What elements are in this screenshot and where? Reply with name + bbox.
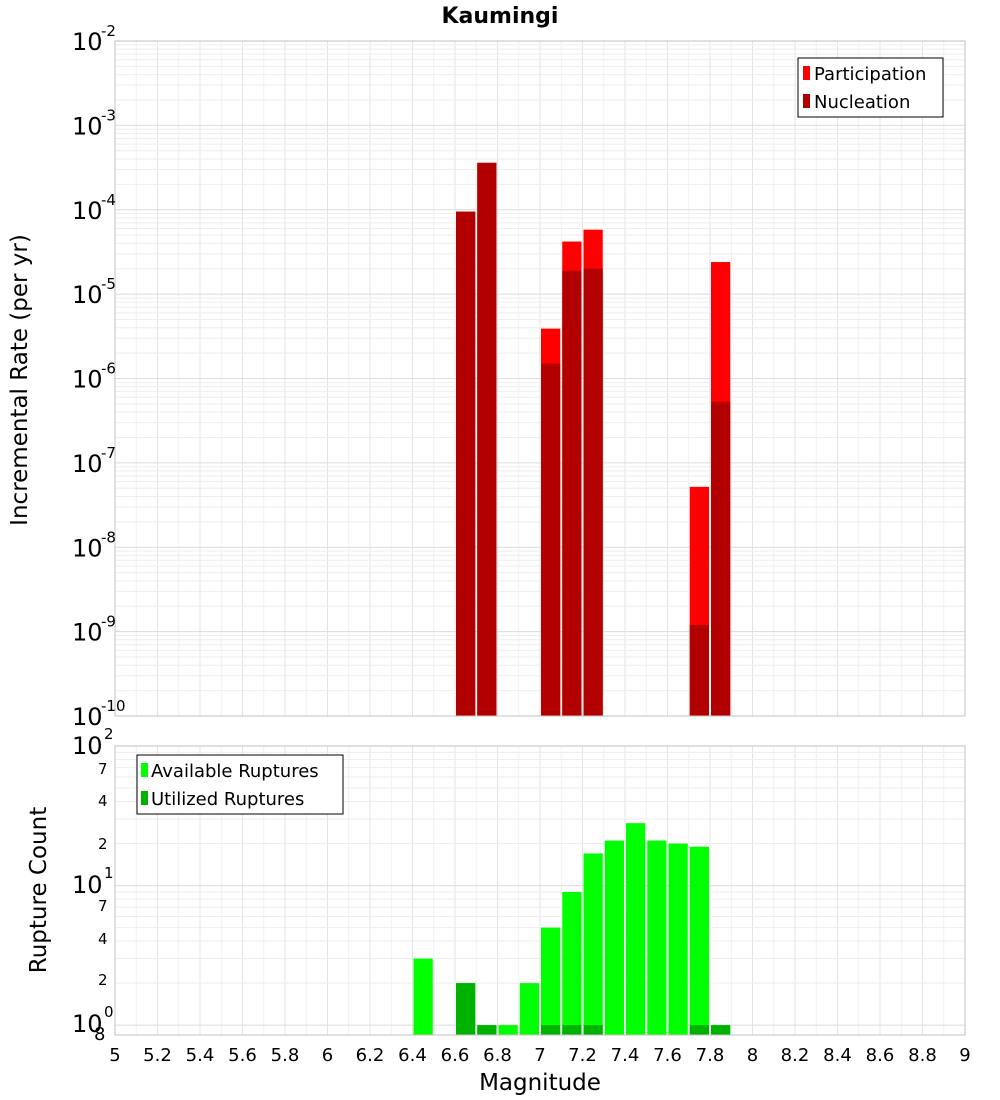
magnitude-tick-label: 5.4 bbox=[186, 1045, 215, 1066]
available-ruptures-bar bbox=[668, 843, 688, 1035]
legend-swatch bbox=[141, 791, 148, 805]
magnitude-tick-label: 6.8 bbox=[483, 1045, 512, 1066]
available-ruptures-bar bbox=[562, 891, 582, 1035]
available-ruptures-bar bbox=[541, 927, 561, 1035]
magnitude-tick-label: 8.4 bbox=[823, 1045, 852, 1066]
rate-tick-label: 10 bbox=[72, 28, 103, 56]
count-tick-label: 10 bbox=[72, 1010, 103, 1038]
utilized-ruptures-bar bbox=[562, 1025, 582, 1035]
nucleation-bar bbox=[583, 268, 603, 716]
count-tick-label: 7 bbox=[98, 760, 108, 778]
rate-tick-exponent: -9 bbox=[101, 613, 116, 631]
magnitude-tick-label: 6.6 bbox=[441, 1045, 470, 1066]
legend-swatch bbox=[803, 94, 810, 108]
legend-label: Utilized Ruptures bbox=[151, 789, 304, 810]
magnitude-tick-label: 7.4 bbox=[611, 1045, 640, 1066]
count-legend: Available Ruptures Utilized Ruptures bbox=[136, 754, 344, 815]
magnitude-tick-label: 6.2 bbox=[356, 1045, 385, 1066]
legend-label: Nucleation bbox=[814, 92, 910, 113]
count-tick-label: 10 bbox=[72, 871, 103, 899]
nucleation-bar bbox=[456, 211, 476, 716]
rate-tick-label: 10 bbox=[72, 366, 103, 394]
rate-tick-label: 10 bbox=[72, 281, 103, 309]
magnitude-tick-label: 6.4 bbox=[398, 1045, 427, 1066]
legend-swatch bbox=[803, 66, 810, 80]
utilized-ruptures-bar bbox=[583, 1025, 603, 1035]
utilized-ruptures-bar bbox=[541, 1025, 561, 1035]
count-tick-label: 8 bbox=[94, 1024, 105, 1045]
rate-legend: Participation Nucleation bbox=[797, 57, 944, 118]
magnitude-tick-label: 7.6 bbox=[653, 1045, 682, 1066]
rate-tick-label: 10 bbox=[72, 112, 103, 140]
magnitude-tick-label: 7.8 bbox=[696, 1045, 725, 1066]
available-ruptures-bar bbox=[413, 958, 433, 1035]
count-tick-label: 2 bbox=[98, 971, 108, 989]
rate-legend-box bbox=[797, 57, 944, 118]
legend-label: Available Ruptures bbox=[151, 761, 319, 782]
rate-tick-label: 10 bbox=[72, 703, 103, 731]
utilized-ruptures-bar bbox=[456, 983, 476, 1035]
nucleation-bar bbox=[477, 162, 497, 716]
rate-plot: 10-1010-910-810-710-610-510-410-310-2Par… bbox=[72, 22, 966, 731]
nucleation-bar bbox=[562, 270, 582, 716]
count-tick-label: 10 bbox=[72, 732, 103, 760]
magnitude-tick-label: 9 bbox=[959, 1045, 970, 1066]
available-ruptures-bar bbox=[689, 846, 709, 1035]
available-ruptures-bar bbox=[626, 823, 646, 1035]
rate-tick-exponent: -10 bbox=[101, 697, 126, 715]
legend-label: Participation bbox=[814, 64, 926, 85]
rate-plot-border bbox=[114, 40, 966, 717]
rate-tick-exponent: -2 bbox=[101, 22, 116, 40]
available-ruptures-bar bbox=[583, 853, 603, 1035]
magnitude-tick-label: 6 bbox=[322, 1045, 333, 1066]
magnitude-tick-label: 5 bbox=[109, 1045, 120, 1066]
rate-tick-label: 10 bbox=[72, 619, 103, 647]
magnitude-tick-label: 5.2 bbox=[143, 1045, 172, 1066]
magnitude-tick-label: 8.8 bbox=[908, 1045, 937, 1066]
rate-tick-exponent: -4 bbox=[101, 191, 116, 209]
nucleation-bar bbox=[711, 401, 731, 716]
nucleation-bar bbox=[689, 624, 709, 716]
rate-tick-label: 10 bbox=[72, 450, 103, 478]
available-ruptures-bar bbox=[604, 840, 624, 1035]
utilized-ruptures-bar bbox=[711, 1025, 731, 1035]
count-tick-label: 4 bbox=[98, 792, 108, 810]
rate-tick-label: 10 bbox=[72, 534, 103, 562]
count-axis-label: Rupture Count bbox=[26, 807, 52, 973]
count-tick-label: 2 bbox=[98, 835, 108, 853]
utilized-ruptures-bar bbox=[477, 1025, 497, 1035]
magnitude-tick-label: 5.6 bbox=[228, 1045, 257, 1066]
legend-swatch bbox=[141, 763, 148, 777]
magnitude-tick-label: 5.8 bbox=[271, 1045, 300, 1066]
rate-tick-exponent: -6 bbox=[101, 360, 116, 378]
available-ruptures-bar bbox=[498, 1025, 518, 1035]
count-tick-exponent: 2 bbox=[104, 725, 114, 743]
rate-tick-exponent: -5 bbox=[101, 275, 116, 293]
rate-tick-label: 10 bbox=[72, 197, 103, 225]
magnitude-tick-label: 8.2 bbox=[781, 1045, 810, 1066]
rate-tick-exponent: -8 bbox=[101, 528, 116, 546]
rate-axis-label: Incremental Rate (per yr) bbox=[7, 234, 33, 526]
count-tick-exponent: 0 bbox=[104, 1003, 114, 1021]
count-tick-exponent: 1 bbox=[104, 864, 114, 882]
count-plot-border bbox=[114, 745, 966, 1036]
available-ruptures-bar bbox=[647, 840, 667, 1035]
rate-tick-exponent: -3 bbox=[101, 106, 116, 124]
magnitude-tick-label: 8 bbox=[747, 1045, 758, 1066]
nucleation-bar bbox=[541, 363, 561, 716]
magnitude-tick-label: 7 bbox=[534, 1045, 545, 1066]
rate-tick-exponent: -7 bbox=[101, 444, 116, 462]
magnitude-tick-label: 7.2 bbox=[568, 1045, 597, 1066]
count-tick-label: 7 bbox=[98, 897, 108, 915]
magnitude-tick-label: 8.6 bbox=[866, 1045, 895, 1066]
count-legend-box bbox=[136, 754, 344, 815]
utilized-ruptures-bar bbox=[689, 1025, 709, 1035]
magnitude-axis-label: Magnitude bbox=[479, 1070, 601, 1096]
count-tick-label: 4 bbox=[98, 930, 108, 948]
chart-title: Kaumingi bbox=[442, 4, 559, 29]
available-ruptures-bar bbox=[519, 983, 539, 1035]
